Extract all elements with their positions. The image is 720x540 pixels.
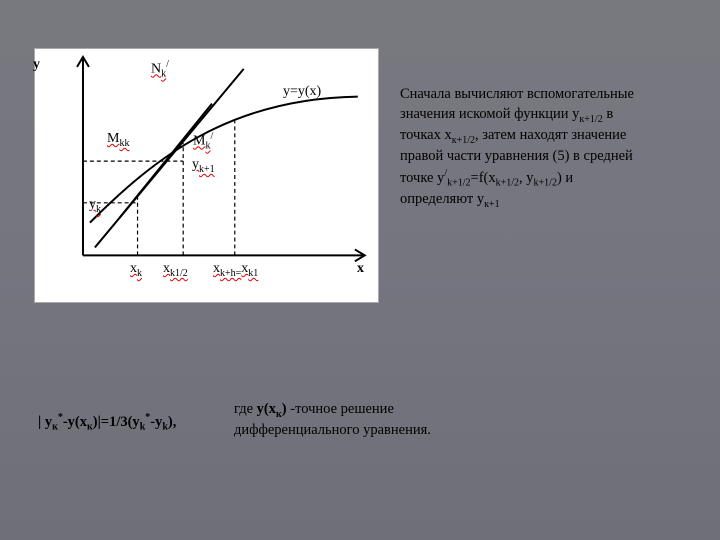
bl-a: | y — [38, 414, 52, 430]
bl-sub3: k — [140, 422, 146, 433]
rt-line1: Сначала вычисляют вспомогательные — [400, 86, 634, 102]
bottom-left-formula: | yк*-y(xк)|=1/3(yk*-yk), — [38, 412, 176, 433]
br-1b: y(x — [257, 401, 276, 417]
label-yk1: yk+1 — [192, 157, 215, 175]
rt-line5-sub1: k+1/2 — [447, 178, 470, 189]
label-xk: xk — [130, 261, 142, 279]
label-yk: yk — [89, 197, 101, 215]
label-xkh: xk+h=xk1 — [213, 261, 258, 279]
rt-line5c: , y — [519, 170, 534, 186]
rt-line5-sub2: k+1/2 — [496, 178, 519, 189]
bl-e: ), — [168, 414, 176, 430]
br-1a: где — [234, 401, 257, 417]
rt-line6a: определяют y — [400, 191, 484, 207]
label-y-axis: y — [33, 57, 40, 73]
label-xk12: xk1/2 — [163, 261, 188, 279]
rt-line3b: , затем находят значение — [475, 127, 626, 143]
label-Mk-prime: Mk/ — [193, 131, 213, 151]
chart-container: y y=y(x) Nk/ Mkk Mk/ yk+1 yk xk xk1/2 xk… — [34, 48, 379, 303]
br-1d: -точное решение — [287, 401, 394, 417]
bl-d: -y — [150, 414, 162, 430]
rt-line5b: =f(x — [471, 170, 496, 186]
bl-c: )|=1/3(y — [93, 414, 140, 430]
bl-sub1: к — [52, 422, 58, 433]
label-x-axis: x — [357, 261, 364, 277]
rt-line2b: в — [603, 106, 613, 122]
label-Mk: Mkk — [107, 131, 129, 149]
rt-line5d: ) и — [557, 170, 573, 186]
bl-b: -y(x — [63, 414, 87, 430]
rt-line4: правой части уравнения (5) в средней — [400, 148, 633, 164]
bottom-right-text: где y(xк) -точное решение дифференциальн… — [234, 400, 524, 441]
rt-line2-sub: к+1/2 — [579, 113, 602, 124]
rt-line3-sub: к+1/2 — [452, 135, 475, 146]
rt-line5a: точке y — [400, 170, 444, 186]
right-paragraph: Сначала вычисляют вспомогательные значен… — [400, 85, 700, 212]
label-curve-eq: y=y(x) — [283, 84, 321, 100]
rt-line3a: точках x — [400, 127, 452, 143]
rt-line2a: значения искомой функции y — [400, 106, 579, 122]
chart-svg — [35, 49, 378, 302]
br-2: дифференциального уравнения. — [234, 422, 431, 438]
label-Nk: Nk/ — [151, 59, 169, 79]
rt-line5-sub3: k+1/2 — [534, 178, 557, 189]
rt-line6-sub: к+1 — [484, 199, 500, 210]
